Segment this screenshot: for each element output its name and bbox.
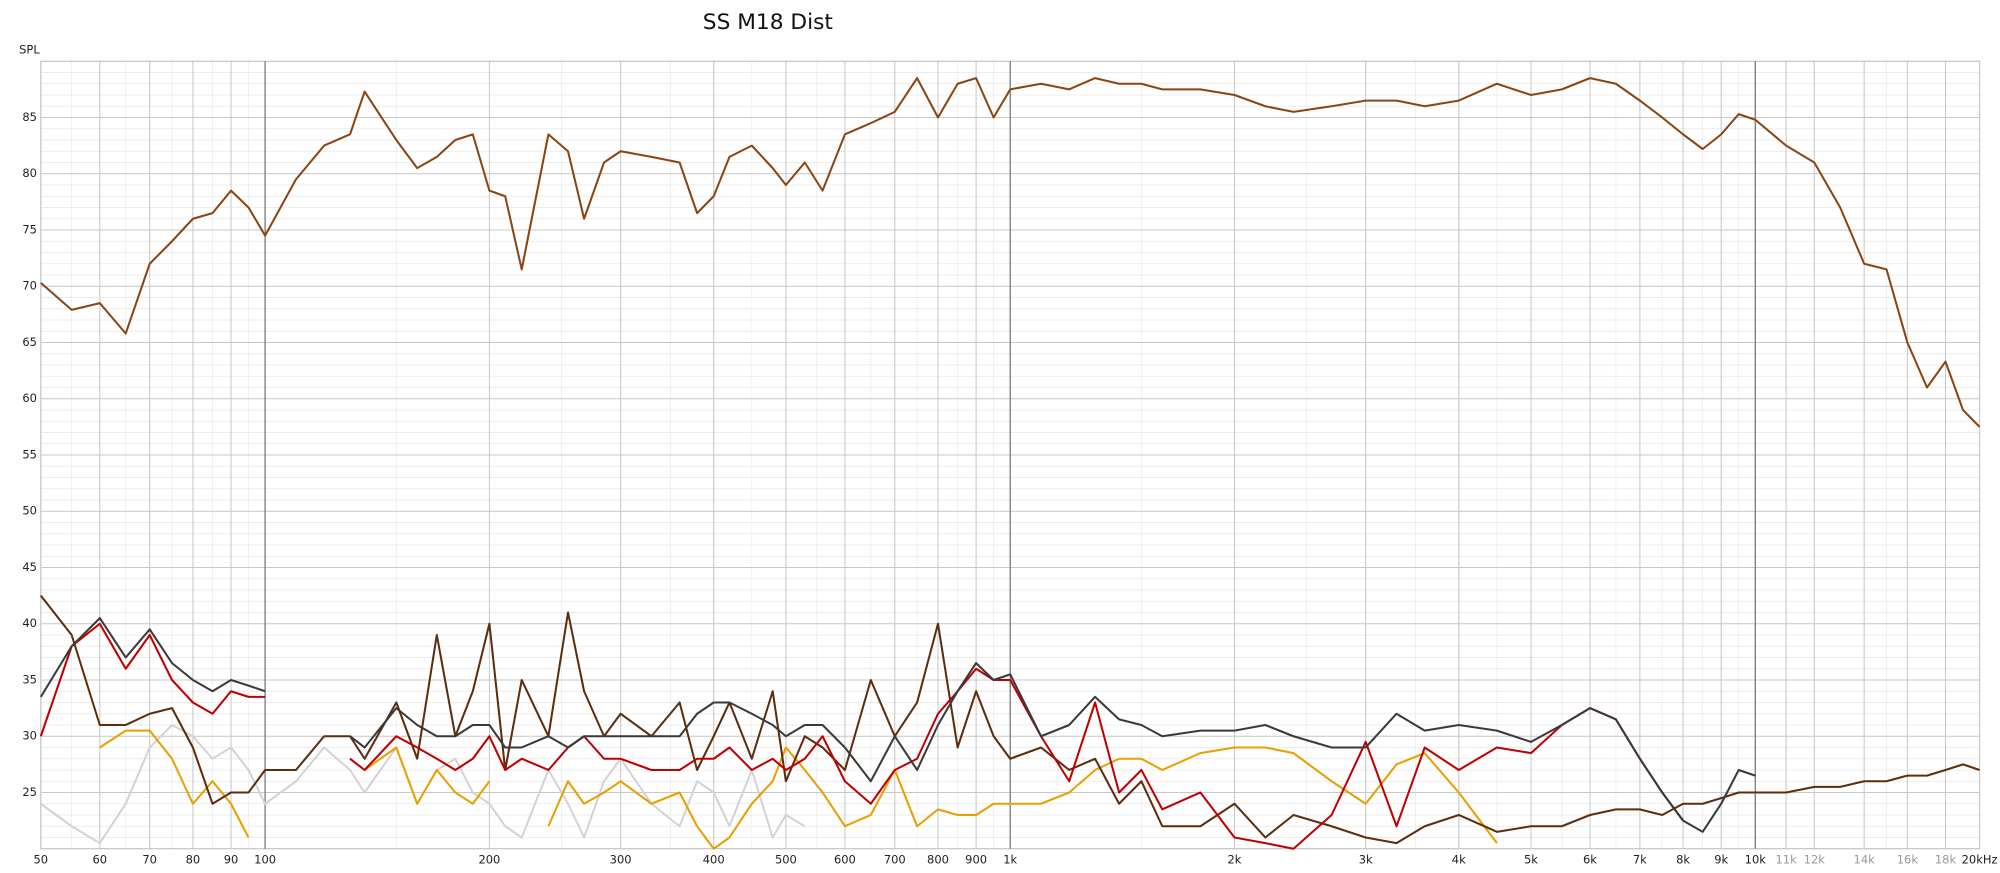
x-tick-label: 14k [1854, 853, 1876, 867]
x-tick-label: 5k [1524, 853, 1538, 867]
series-line [40, 77, 1981, 428]
x-tick-label: 4k [1452, 853, 1466, 867]
chart-title: SS M18 Dist [703, 10, 833, 35]
y-tick-label: 45 [22, 560, 37, 574]
series-line [39, 617, 1756, 833]
x-tick-label: 200 [478, 853, 500, 867]
series-line [40, 723, 806, 845]
x-tick-label: 800 [927, 853, 949, 867]
y-tick-label: 70 [22, 279, 37, 293]
y-tick-label: 55 [22, 447, 37, 461]
x-tick-label: 500 [775, 853, 797, 867]
x-tick-label: 20kHz [1962, 853, 1998, 867]
x-tick-label: 60 [93, 853, 108, 867]
x-tick-label: 11k [1776, 853, 1798, 867]
x-tick-label: 900 [965, 853, 987, 867]
y-tick-label: 65 [22, 335, 37, 349]
y-tick-label: 85 [22, 110, 37, 124]
x-tick-label: 10k [1745, 853, 1767, 867]
y-tick-label: 80 [22, 166, 37, 180]
x-tick-label: 16k [1897, 853, 1919, 867]
x-tick-label: 18k [1935, 853, 1957, 867]
y-tick-label: 50 [22, 504, 37, 518]
y-tick-label: 75 [22, 222, 37, 236]
x-tick-label: 12k [1804, 853, 1826, 867]
x-tick-label: 2k [1228, 853, 1242, 867]
y-axis-label: SPL [19, 42, 40, 56]
y-tick-label: 30 [22, 729, 37, 743]
y-tick-label: 25 [22, 785, 37, 799]
series-line [40, 594, 1980, 845]
series-line [99, 729, 1498, 850]
x-tick-label: 70 [142, 853, 157, 867]
series-line [39, 622, 1684, 850]
x-tick-label: 700 [884, 853, 906, 867]
x-tick-label: 600 [834, 853, 856, 867]
x-tick-label: 50 [34, 853, 49, 867]
x-tick-label: 1k [1003, 853, 1017, 867]
x-tick-label: 9k [1714, 853, 1728, 867]
x-tick-label: 400 [703, 853, 725, 867]
x-tick-label: 3k [1359, 853, 1373, 867]
x-tick-label: 7k [1633, 853, 1647, 867]
y-tick-label: 60 [22, 391, 37, 405]
x-tick-label: 90 [224, 853, 239, 867]
x-tick-label: 100 [254, 853, 276, 867]
y-tick-label: 35 [22, 672, 37, 686]
x-tick-label: 80 [186, 853, 201, 867]
y-tick-label: 40 [22, 616, 37, 630]
x-tick-label: 6k [1583, 853, 1597, 867]
x-tick-label: 8k [1676, 853, 1690, 867]
x-tick-label: 300 [610, 853, 632, 867]
